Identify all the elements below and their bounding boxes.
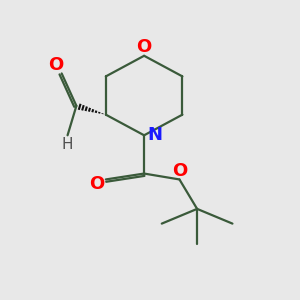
Text: O: O (89, 175, 105, 193)
Text: O: O (172, 162, 187, 180)
Text: O: O (136, 38, 152, 56)
Text: H: H (62, 136, 73, 152)
Text: O: O (48, 56, 63, 74)
Text: N: N (147, 126, 162, 144)
